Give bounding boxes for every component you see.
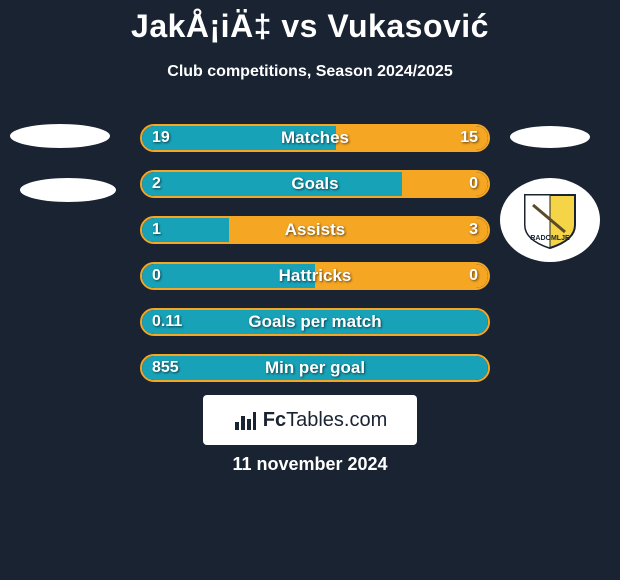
stat-label: Matches: [142, 126, 488, 150]
stat-value-right: 15: [460, 126, 478, 150]
stats-bars: 19Matches152Goals01Assists30Hattricks00.…: [140, 124, 490, 400]
stat-value-right: 0: [469, 172, 478, 196]
page-title: JakÅ¡iÄ‡ vs Vukasović: [0, 0, 620, 45]
player-left-placeholder-2: [20, 178, 116, 202]
player-right-placeholder: [510, 126, 590, 148]
stat-row: 1Assists3: [140, 216, 490, 244]
shield-icon: RADOMLJE: [515, 190, 585, 250]
stat-label: Goals: [142, 172, 488, 196]
stat-label: Assists: [142, 218, 488, 242]
stat-row: 0Hattricks0: [140, 262, 490, 290]
brand-text: FcTables.com: [263, 409, 388, 432]
stat-row: 855Min per goal: [140, 354, 490, 382]
club-name-text: RADOMLJE: [530, 235, 570, 242]
stat-row: 0.11Goals per match: [140, 308, 490, 336]
page-subtitle: Club competitions, Season 2024/2025: [0, 63, 620, 81]
stat-label: Goals per match: [142, 310, 488, 334]
club-badge-right: RADOMLJE: [500, 178, 600, 262]
stat-value-right: 0: [469, 264, 478, 288]
footer-date: 11 november 2024: [0, 454, 620, 475]
stat-row: 2Goals0: [140, 170, 490, 198]
bars-icon: [233, 408, 257, 432]
stat-label: Min per goal: [142, 356, 488, 380]
brand-logo: FcTables.com: [203, 395, 417, 445]
stat-label: Hattricks: [142, 264, 488, 288]
player-left-placeholder-1: [10, 124, 110, 148]
stat-row: 19Matches15: [140, 124, 490, 152]
stat-value-right: 3: [469, 218, 478, 242]
